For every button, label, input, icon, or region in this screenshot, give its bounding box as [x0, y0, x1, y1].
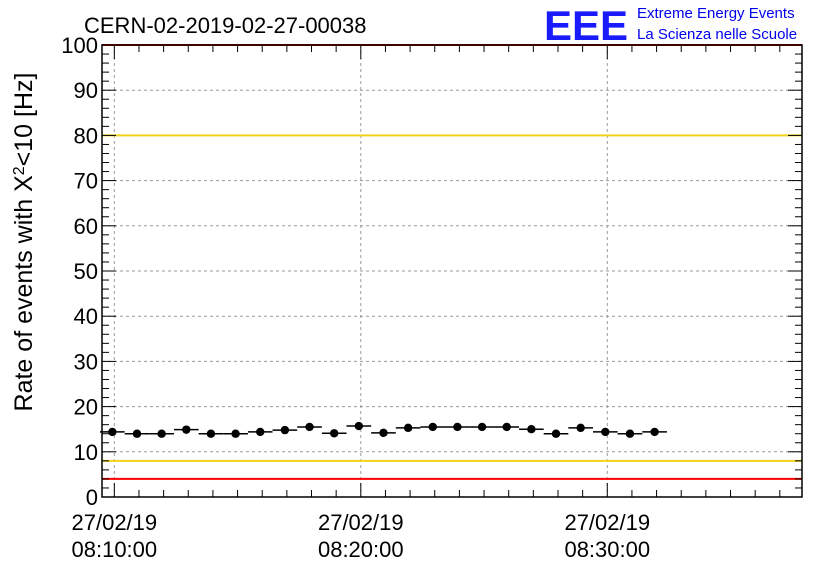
- y-tick-label: 100: [61, 33, 98, 58]
- data-point: [305, 422, 314, 432]
- chart-title: CERN-02-2019-02-27-00038: [84, 13, 367, 38]
- data-point: [354, 421, 364, 431]
- y-tick-label: 70: [74, 169, 98, 194]
- data-point: [428, 422, 437, 432]
- y-tick-label: 90: [74, 78, 98, 103]
- y-tick-label: 10: [74, 440, 98, 465]
- x-tick-label-date: 27/02/19: [564, 510, 650, 535]
- tick-labels: 010203040506070809010027/02/1908:10:0027…: [61, 33, 650, 562]
- data-point: [502, 422, 511, 432]
- data-point: [453, 422, 462, 432]
- data-point: [280, 425, 290, 435]
- data-point: [477, 422, 487, 432]
- data-point: [182, 425, 191, 434]
- y-tick-label: 30: [74, 349, 98, 374]
- logo-line-1: Extreme Energy Events: [637, 5, 795, 22]
- y-tick-label: 60: [74, 214, 98, 239]
- y-tick-label: 40: [74, 304, 98, 329]
- y-axis-label-tail: <10 [Hz]: [10, 73, 38, 167]
- x-tick-label-time: 08:10:00: [72, 537, 158, 562]
- data-point: [403, 423, 413, 433]
- y-axis-label: Rate of events with X2<10 [Hz]: [10, 73, 38, 412]
- data-point: [108, 427, 117, 437]
- data-point: [231, 429, 240, 438]
- data-point: [601, 427, 610, 437]
- data-point: [576, 423, 585, 433]
- data-point: [551, 429, 561, 438]
- x-tick-label-time: 08:20:00: [318, 537, 404, 562]
- data-point: [379, 428, 388, 438]
- data-point: [256, 427, 265, 437]
- data-point: [527, 425, 536, 434]
- axes: [101, 44, 803, 498]
- x-tick-label-time: 08:30:00: [564, 537, 650, 562]
- y-tick-label: 80: [74, 123, 98, 148]
- data-point: [132, 429, 142, 438]
- data-point: [206, 429, 216, 438]
- y-tick-label: 20: [74, 395, 98, 420]
- data-points: [100, 421, 667, 438]
- logo-line-2: La Scienza nelle Scuole: [637, 26, 797, 43]
- reference-lines: [102, 44, 802, 480]
- x-tick-label-date: 27/02/19: [318, 510, 404, 535]
- y-tick-label: 0: [86, 485, 98, 510]
- y-axis-label-sup: 2: [11, 166, 28, 175]
- data-point: [329, 429, 339, 438]
- data-point: [157, 429, 166, 438]
- grid: [102, 45, 802, 497]
- x-tick-label-date: 27/02/19: [72, 510, 158, 535]
- data-point: [625, 429, 635, 438]
- y-axis-label-main: Rate of events with X: [10, 175, 38, 412]
- data-point: [650, 427, 659, 437]
- logo-mark: EEE: [544, 2, 628, 49]
- y-tick-label: 50: [74, 259, 98, 284]
- eee-logo: EEE Extreme Energy Events La Scienza nel…: [544, 2, 797, 49]
